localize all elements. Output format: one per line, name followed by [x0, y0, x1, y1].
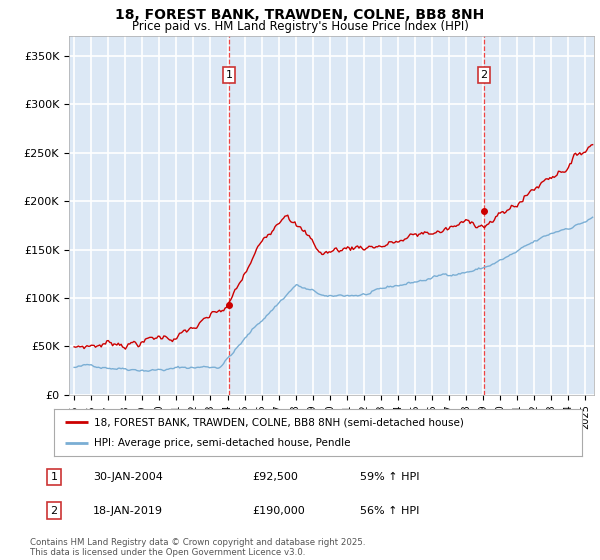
Text: 1: 1: [226, 70, 232, 80]
Text: 30-JAN-2004: 30-JAN-2004: [93, 472, 163, 482]
Text: £190,000: £190,000: [252, 506, 305, 516]
Text: 2: 2: [50, 506, 58, 516]
Text: 59% ↑ HPI: 59% ↑ HPI: [360, 472, 419, 482]
Text: Price paid vs. HM Land Registry's House Price Index (HPI): Price paid vs. HM Land Registry's House …: [131, 20, 469, 32]
Text: 2: 2: [481, 70, 488, 80]
Text: 18, FOREST BANK, TRAWDEN, COLNE, BB8 8NH: 18, FOREST BANK, TRAWDEN, COLNE, BB8 8NH: [115, 8, 485, 22]
Text: 18, FOREST BANK, TRAWDEN, COLNE, BB8 8NH (semi-detached house): 18, FOREST BANK, TRAWDEN, COLNE, BB8 8NH…: [94, 417, 463, 427]
Text: £92,500: £92,500: [252, 472, 298, 482]
Text: HPI: Average price, semi-detached house, Pendle: HPI: Average price, semi-detached house,…: [94, 438, 350, 448]
Text: 18-JAN-2019: 18-JAN-2019: [93, 506, 163, 516]
Text: 1: 1: [50, 472, 58, 482]
Text: Contains HM Land Registry data © Crown copyright and database right 2025.
This d: Contains HM Land Registry data © Crown c…: [30, 538, 365, 557]
Text: 56% ↑ HPI: 56% ↑ HPI: [360, 506, 419, 516]
